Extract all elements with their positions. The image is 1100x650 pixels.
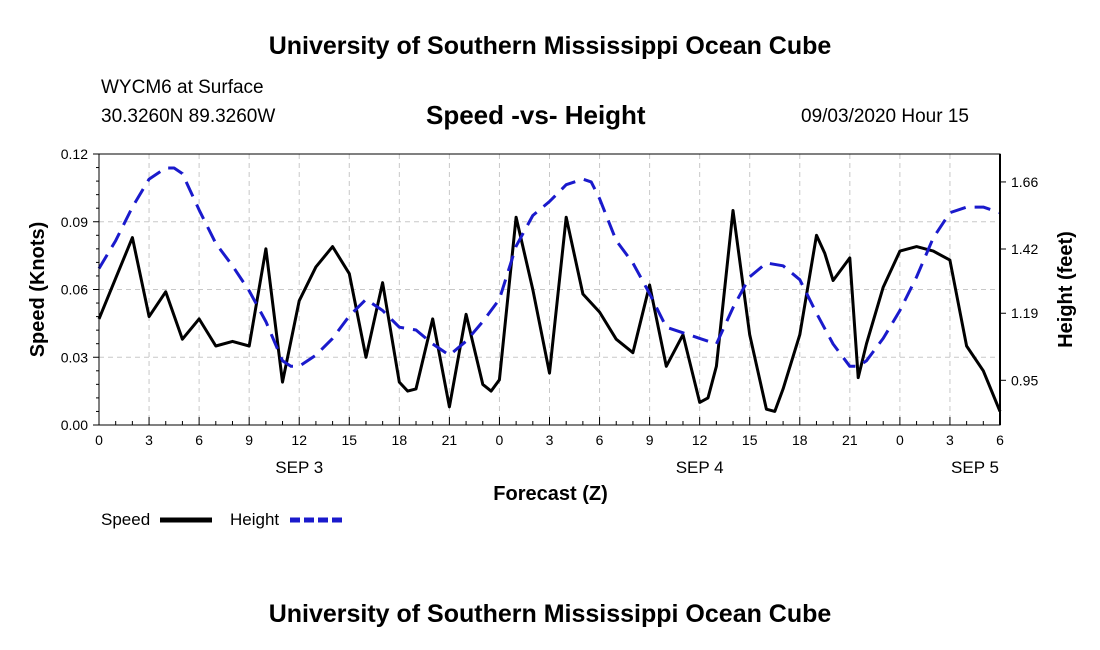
x-tick-label: 21 <box>442 432 458 448</box>
y-left-tick-label: 0.12 <box>61 146 88 162</box>
forecast-datetime: 09/03/2020 Hour 15 <box>801 106 969 127</box>
x-tick-label: 12 <box>291 432 307 448</box>
bottom-title: University of Southern Mississippi Ocean… <box>268 600 832 628</box>
x-tick-label: 0 <box>896 432 904 448</box>
legend-label-speed: Speed <box>101 510 150 529</box>
x-tick-label: 0 <box>95 432 103 448</box>
y-left-tick-label: 0.00 <box>61 417 88 433</box>
x-tick-label: 9 <box>646 432 654 448</box>
x-tick-label: 18 <box>392 432 408 448</box>
x-tick-label: 15 <box>341 432 357 448</box>
y-left-tick-label: 0.06 <box>61 282 88 298</box>
x-tick-label: 3 <box>145 432 153 448</box>
chart-subtitle: Speed -vs- Height <box>426 100 646 130</box>
y-right-tick-label: 1.42 <box>1011 241 1038 257</box>
y-left-tick-label: 0.09 <box>61 214 88 230</box>
x-tick-label: 6 <box>596 432 604 448</box>
x-day-label: SEP 5 <box>951 458 999 477</box>
series-layer <box>97 166 1002 413</box>
y-left-axis-title: Speed (Knots) <box>27 222 49 358</box>
height-series-line <box>97 166 1001 368</box>
y-right-tick-label: 1.66 <box>1011 174 1038 190</box>
legend: Speed Height <box>101 510 342 529</box>
y-right-axis-title: Height (feet) <box>1055 231 1077 348</box>
grid <box>99 154 1000 425</box>
x-tick-label: 6 <box>996 432 1004 448</box>
x-tick-label: 15 <box>742 432 758 448</box>
y-right-tick-label: 0.95 <box>1011 372 1038 388</box>
y-right-tick-label: 1.19 <box>1011 305 1038 321</box>
x-day-label: SEP 3 <box>275 458 323 477</box>
x-tick-label: 3 <box>546 432 554 448</box>
x-tick-label: 3 <box>946 432 954 448</box>
axes <box>93 153 1006 426</box>
x-tick-label: 9 <box>245 432 253 448</box>
x-axis-title: Forecast (Z) <box>493 483 607 505</box>
y-left-tick-label: 0.03 <box>61 349 88 365</box>
speed-series-line <box>97 209 1002 413</box>
x-tick-label: 18 <box>792 432 808 448</box>
axis-labels: 0 3 6 9 12 15 18 21 0 3 6 9 12 15 18 21 0 3 6 SEP 3 SEP 4 SEP… <box>27 146 1077 505</box>
x-day-label: SEP 4 <box>676 458 724 477</box>
legend-label-height: Height <box>230 510 279 529</box>
top-title: University of Southern Mississippi Ocean… <box>268 32 832 60</box>
x-tick-label: 12 <box>692 432 708 448</box>
x-tick-label: 6 <box>195 432 203 448</box>
x-tick-label: 0 <box>496 432 504 448</box>
station-coordinates: 30.3260N 89.3260W <box>101 106 276 127</box>
x-tick-label: 21 <box>842 432 858 448</box>
station-name: WYCM6 at Surface <box>101 77 264 98</box>
